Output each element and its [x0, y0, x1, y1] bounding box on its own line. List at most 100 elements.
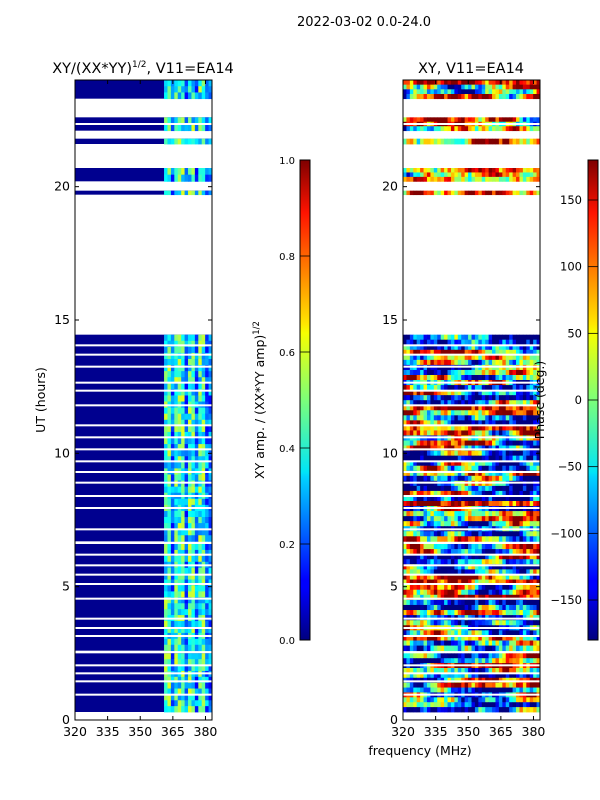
- phase-cell: [536, 645, 540, 652]
- phase-cell: [433, 707, 438, 713]
- phase-cell: [474, 410, 479, 416]
- amp-cell: [201, 395, 206, 402]
- phase-cell: [533, 599, 537, 606]
- gap-line: [75, 597, 212, 600]
- phase-cell: [498, 425, 503, 431]
- phase-cell: [440, 84, 445, 90]
- phase-cell: [409, 390, 414, 396]
- amp-cell: [184, 688, 189, 695]
- amp-cell: [181, 626, 185, 634]
- phase-cell: [433, 536, 438, 542]
- phase-cell: [533, 168, 537, 173]
- amp-cell: [205, 603, 209, 610]
- phase-cell: [533, 589, 537, 596]
- phase-cell: [409, 640, 414, 646]
- phase-cell: [409, 400, 414, 406]
- phase-cell: [488, 697, 493, 703]
- amp-cell: [205, 567, 209, 575]
- phase-cell: [536, 579, 540, 586]
- amp-cell: [198, 377, 203, 384]
- amp-cell: [188, 168, 192, 176]
- phase-cell: [468, 511, 472, 517]
- amp-cell: [167, 535, 172, 542]
- phase-cell: [457, 344, 462, 351]
- phase-cell: [437, 395, 442, 401]
- amp-cell: [208, 688, 212, 695]
- phase-cell: [498, 544, 503, 550]
- amp-cell: [201, 371, 206, 378]
- phase-cell: [450, 594, 455, 601]
- gap-line: [403, 424, 540, 427]
- amp-cell: [205, 480, 209, 488]
- phase-cell: [468, 610, 472, 616]
- phase-cell: [526, 569, 531, 575]
- amp-cell: [198, 498, 203, 506]
- phase-cell: [444, 385, 448, 391]
- phase-cell: [533, 450, 537, 457]
- amp-cell: [167, 365, 172, 372]
- phase-cell: [516, 645, 520, 652]
- amp-cell: [188, 389, 192, 396]
- phase-cell: [433, 390, 438, 396]
- amp-cell: [208, 644, 212, 652]
- phase-cell: [420, 470, 424, 477]
- phase-cell: [430, 460, 435, 467]
- phase-cell: [519, 410, 524, 416]
- phase-cell: [474, 554, 479, 560]
- amp-cell: [177, 92, 182, 100]
- phase-cell: [505, 702, 510, 708]
- amp-cell: [170, 653, 175, 660]
- phase-cell: [522, 89, 527, 95]
- phase-cell: [516, 521, 520, 527]
- amp-cell: [201, 621, 206, 628]
- phase-cell: [495, 354, 500, 361]
- phase-cell: [423, 460, 428, 467]
- phase-cell: [519, 485, 524, 492]
- phase-cell: [403, 138, 407, 145]
- phase-cell: [430, 94, 435, 100]
- phase-cell: [468, 374, 472, 381]
- phase-cell: [485, 405, 490, 411]
- phase-cell: [423, 339, 428, 346]
- amp-cell: [167, 529, 172, 536]
- phase-cell: [426, 339, 431, 346]
- phase-cell: [522, 702, 527, 708]
- amp-cell: [194, 665, 199, 672]
- phase-cell: [440, 521, 445, 527]
- amp-cell: [177, 544, 182, 551]
- phase-cell: [512, 668, 517, 674]
- phase-cell: [495, 176, 500, 182]
- amp-cell: [191, 688, 196, 695]
- phase-cell: [444, 653, 448, 659]
- phase-cell: [502, 450, 507, 457]
- phase-cell: [505, 554, 510, 560]
- phase-cell: [478, 485, 483, 492]
- phase-cell: [529, 658, 534, 664]
- phase-cell: [502, 682, 507, 688]
- phase-cell: [471, 485, 476, 492]
- amp-cell: [208, 124, 212, 132]
- phase-cell: [440, 176, 445, 182]
- amp-cell: [191, 352, 196, 360]
- phase-cell: [536, 354, 540, 361]
- phase-cell: [457, 559, 462, 565]
- phase-cell: [485, 89, 490, 95]
- amp-cell: [184, 138, 189, 145]
- phase-cell: [413, 707, 418, 713]
- amp-cell: [181, 706, 185, 713]
- phase-cell: [444, 702, 448, 708]
- phase-cell: [468, 390, 472, 396]
- phase-cell: [512, 707, 517, 713]
- phase-cell: [409, 374, 414, 381]
- phase-cell: [478, 475, 483, 482]
- phase-cell: [464, 707, 469, 713]
- phase-cell: [502, 531, 507, 537]
- amp-cell: [174, 638, 179, 646]
- gap-line: [403, 507, 540, 509]
- phase-cell: [492, 460, 496, 467]
- amp-cell: [170, 549, 175, 557]
- phase-cell: [509, 369, 513, 376]
- phase-cell: [471, 460, 476, 467]
- phase-cell: [457, 574, 462, 580]
- amp-cell: [184, 474, 189, 481]
